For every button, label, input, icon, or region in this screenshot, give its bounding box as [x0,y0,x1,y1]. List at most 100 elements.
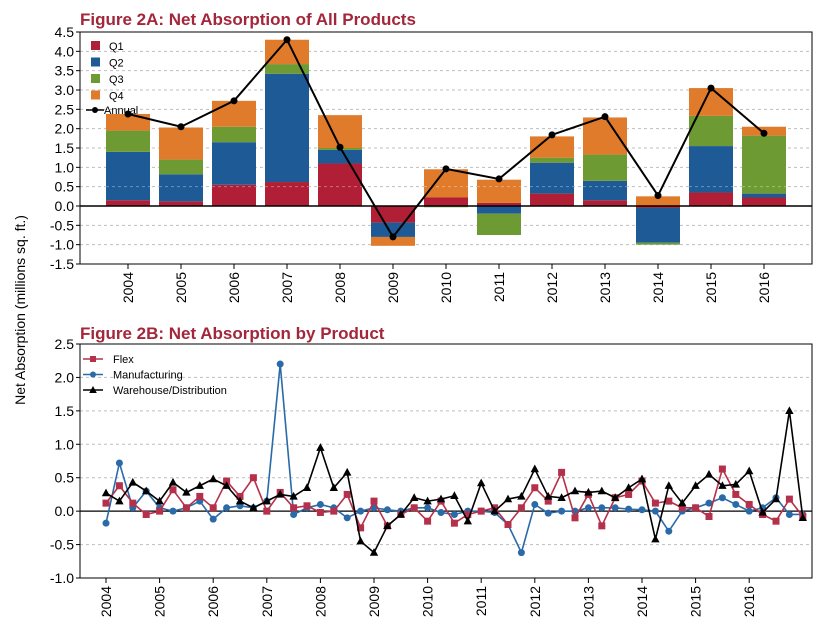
point-manufacturing-41 [651,507,659,515]
x-tick-label-2011: 2011 [473,586,489,616]
point-flex-5 [169,486,177,494]
point-flex-28 [477,507,485,515]
bar-q4-2015 [689,88,733,116]
bar-q1-2005 [159,201,203,206]
point-manufacturing-18 [343,514,351,522]
y-tick-label: 2.0 [55,369,75,385]
x-tick-label-2008: 2008 [312,586,328,617]
bar-q2-2012 [530,162,574,194]
point-manufacturing-36 [584,504,592,512]
annual-point-2013 [601,113,609,121]
point-flex-48 [745,500,753,508]
point-manufacturing-34 [558,507,566,515]
figure-2a-x-tick-labels: 2004 2005 2006 2007 2008 2009 2010 2011 2012 2013… [120,264,772,303]
point-warehouse-distribution-52 [798,513,807,522]
point-flex-26 [450,519,458,527]
y-tick-label: 3.0 [55,82,75,98]
point-manufacturing-21 [383,506,391,514]
point-flex-15 [303,502,311,510]
x-tick-label-2013: 2013 [597,272,613,303]
point-warehouse-distribution-43 [678,498,687,507]
legend-label-manufacturing: Manufacturing [113,370,183,382]
point-flex-16 [316,508,324,516]
point-warehouse-distribution-10 [235,496,245,505]
point-manufacturing-26 [450,510,458,518]
bar-q1-2014 [636,206,680,208]
bar-q4-2014 [636,196,680,206]
point-flex-18 [343,490,351,498]
figure-2a-y-tick-labels: 4.5 4.0 3.5 3.0 2.5 2.0 1.5 1.0 0.5 0.0 -0.5 -1.0 -1… [50,24,80,272]
point-warehouse-distribution-35 [570,486,580,495]
point-flex-4 [156,507,164,515]
point-warehouse-distribution-14 [289,491,298,500]
point-manufacturing-13 [276,360,284,368]
annual-point-2011 [495,175,503,183]
point-manufacturing-1 [115,459,123,467]
point-manufacturing-42 [665,527,673,535]
point-warehouse-distribution-25 [436,494,446,503]
bar-q3-2004 [106,130,150,152]
point-warehouse-distribution-40 [637,474,647,483]
point-manufacturing-51 [785,510,793,518]
bar-q4-2009 [371,236,415,246]
point-manufacturing-31 [517,549,525,557]
legend-label-q3: Q3 [109,74,124,86]
point-warehouse-distribution-19 [356,536,365,545]
point-warehouse-distribution-29 [490,506,499,515]
point-warehouse-distribution-20 [369,548,379,556]
y-tick-label: 1.5 [55,140,75,156]
legend-swatch-q2 [91,57,100,67]
bar-q1-2008 [318,163,362,206]
bar-q2-2014 [636,207,680,243]
figure-2b-y-tick-labels: 2.5 2.0 1.5 1.0 0.5 0.0 -0.5 -1.0 [50,336,80,586]
point-warehouse-distribution-1 [115,496,124,505]
x-tick-label-2005: 2005 [173,272,189,303]
point-flex-45 [705,512,713,520]
point-manufacturing-45 [705,499,713,507]
bar-q1-2010 [424,197,468,206]
point-manufacturing-38 [611,504,619,512]
x-tick-label-2008: 2008 [332,272,348,303]
bar-q4-2008 [318,115,362,148]
bar-q4-2004 [106,113,150,131]
point-warehouse-distribution-24 [423,496,432,505]
x-tick-label-2015: 2015 [688,586,704,617]
point-warehouse-distribution-21 [383,521,392,530]
point-warehouse-distribution-9 [222,481,231,489]
point-manufacturing-39 [625,505,633,513]
bar-q1-2013 [583,200,627,206]
point-warehouse-distribution-11 [249,503,258,511]
bar-q3-2011 [477,213,521,235]
point-flex-39 [625,490,633,498]
point-flex-20 [370,497,378,505]
x-tick-label-2006: 2006 [226,272,242,303]
y-tick-label: 0.5 [55,179,75,195]
point-warehouse-distribution-41 [651,534,660,543]
point-warehouse-distribution-27 [463,516,472,525]
x-tick-label-2010: 2010 [438,272,454,303]
y-tick-label: -1.0 [50,237,74,253]
point-manufacturing-14 [290,510,298,518]
legend-label-flex: Flex [113,354,134,366]
point-flex-24 [424,517,432,525]
bar-q2-2013 [583,180,627,201]
bar-q2-2005 [159,174,203,202]
bar-q1-2016 [742,197,786,206]
bar-q3-2014 [636,242,680,245]
y-tick-label: 1.5 [55,403,75,419]
bar-q1-2012 [530,193,574,206]
bar-q1-2011 [477,202,521,206]
point-flex-43 [678,504,686,512]
point-flex-19 [357,524,365,532]
point-warehouse-distribution-4 [155,496,164,505]
point-manufacturing-47 [732,500,740,508]
point-flex-10 [236,492,244,500]
point-warehouse-distribution-33 [544,491,553,500]
figure-2b-gridlines [80,343,812,579]
annual-point-2014 [654,192,662,200]
point-flex-12 [263,507,271,515]
shared-y-axis-label: Net Absorption (millions sq. ft.) [12,215,28,405]
point-warehouse-distribution-6 [182,487,191,496]
point-warehouse-distribution-49 [758,507,767,516]
bar-q4-2010 [424,169,468,198]
